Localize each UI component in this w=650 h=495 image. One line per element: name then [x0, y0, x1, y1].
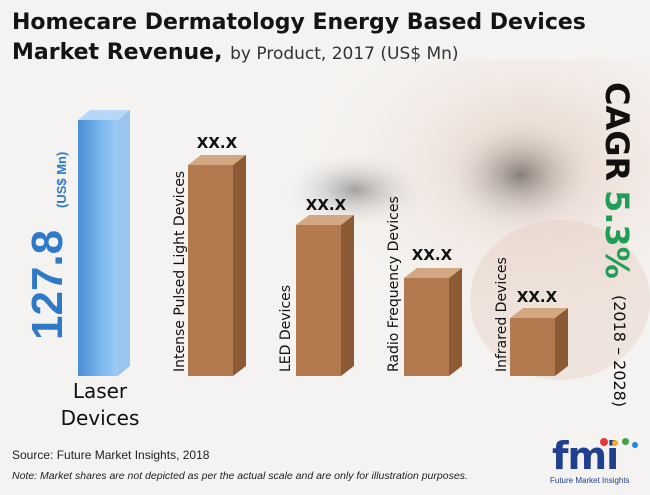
logo-subtitle: Future Market Insights — [550, 476, 630, 485]
data-label-laser-unit: (US$ Mn) — [54, 152, 69, 208]
chart-title: Homecare Dermatology Energy Based Device… — [12, 8, 650, 69]
source-text: Source: Future Market Insights, 2018 — [12, 448, 210, 462]
title-subtitle: by Product, 2017 (US$ Mn) — [230, 44, 459, 64]
cagr-period: (2018 – 2028) — [610, 295, 629, 407]
data-label-led: XX.X — [306, 196, 347, 214]
fmi-logo: fmi Future Market Insights — [548, 436, 644, 492]
title-main: Homecare Dermatology Energy Based Device… — [12, 10, 586, 65]
bar-laser-side — [118, 110, 130, 376]
bar-laser-devices — [78, 110, 130, 376]
logo-wordmark: fmi — [552, 434, 619, 478]
data-label-ipl: XX.X — [197, 134, 238, 152]
category-label-ipl: Intense Pulsed Light Devices — [172, 171, 188, 372]
note-text: Note: Market shares are not depicted as … — [12, 470, 468, 482]
data-label-laser-value: 127.8 — [23, 230, 72, 340]
category-label-rf: Radio Frequency Devices — [386, 196, 402, 372]
cagr-value: 5.3% — [598, 190, 636, 279]
bar-radio-frequency-devices — [404, 268, 462, 376]
bar-infrared-devices — [510, 308, 568, 376]
category-laser-line2: Devices — [61, 406, 140, 430]
category-label-led: LED Devices — [278, 285, 294, 372]
bar-led-devices — [296, 215, 354, 376]
category-laser-line1: Laser — [73, 379, 128, 403]
bar-laser-front — [78, 120, 118, 376]
bar-laser-top — [78, 110, 130, 120]
cagr-label: CAGR — [598, 82, 636, 181]
data-label-rf: XX.X — [412, 246, 453, 264]
data-label-infrared: XX.X — [517, 288, 558, 306]
category-label-infrared: Infrared Devices — [494, 257, 510, 372]
bar-intense-pulsed-light-devices — [188, 155, 246, 376]
